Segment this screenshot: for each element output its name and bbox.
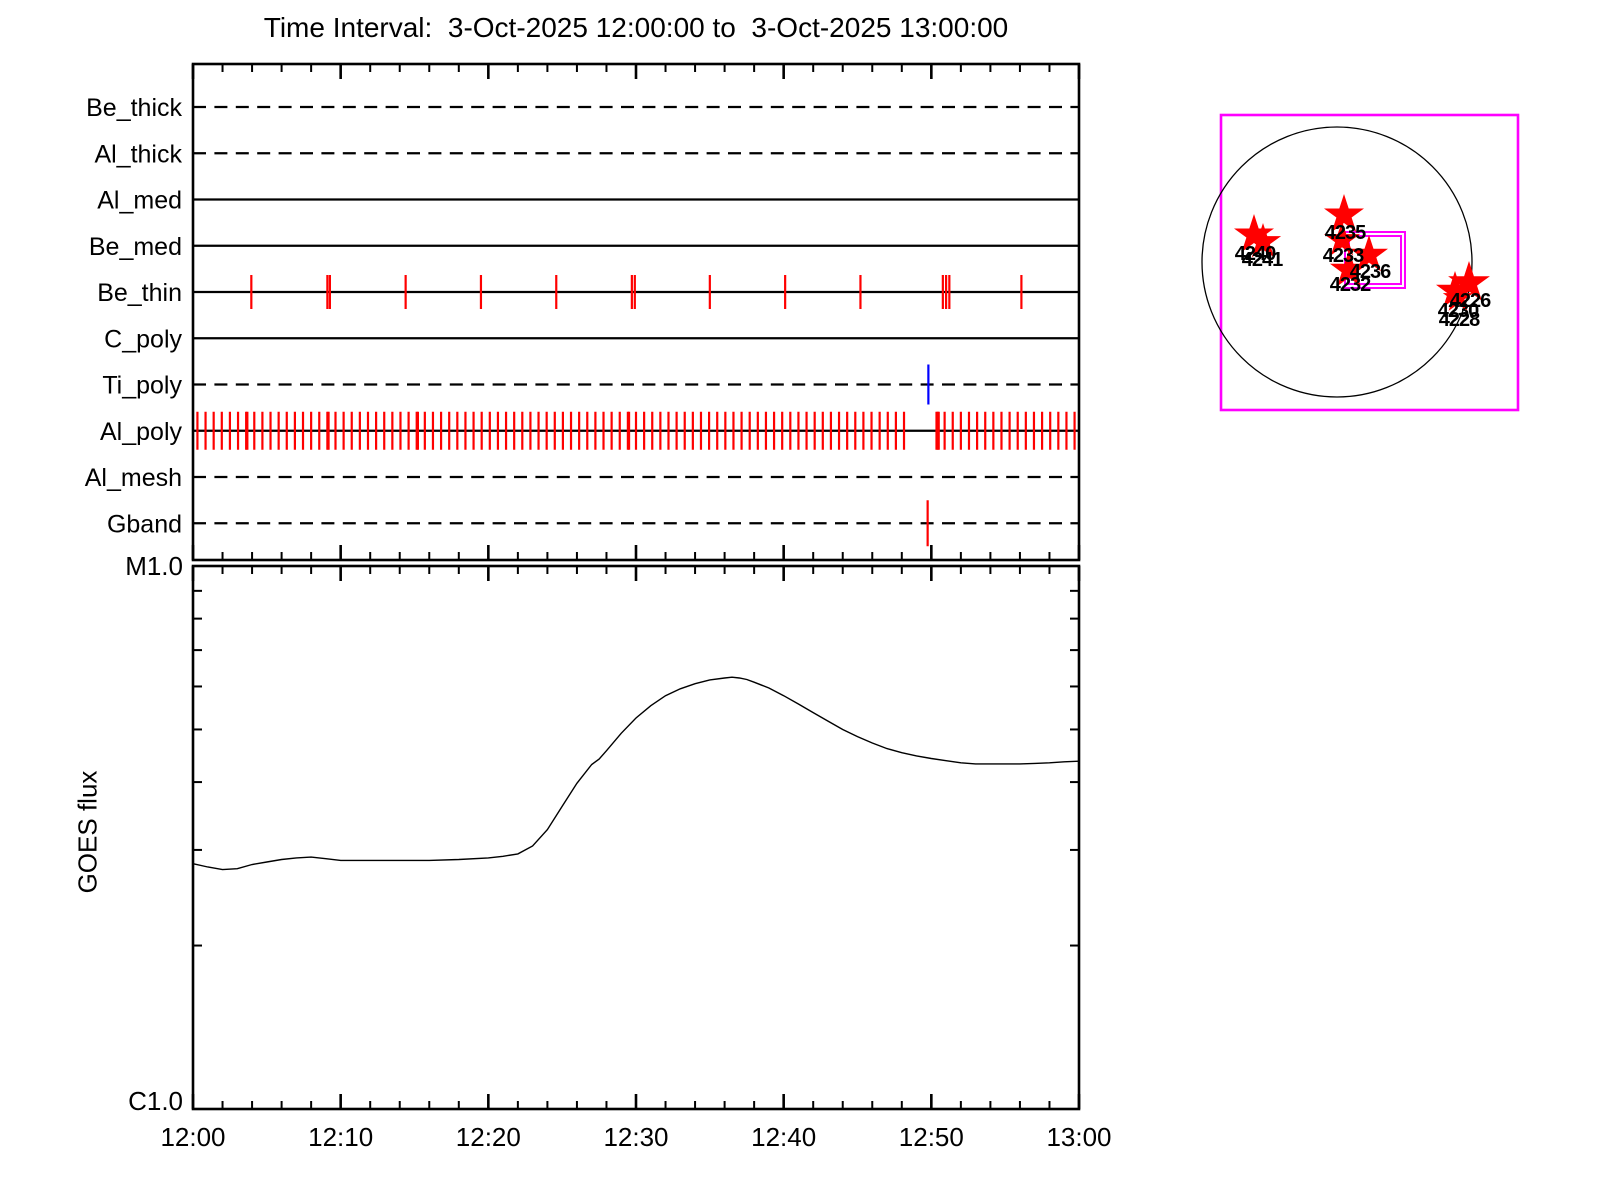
row-label-Al_med: Al_med — [97, 187, 182, 215]
x-tick-label-12:40: 12:40 — [751, 1122, 816, 1152]
active-region-label-4240: 4240 — [1235, 243, 1276, 265]
active-region-star-4230 — [1436, 271, 1474, 308]
row-label-C_poly: C_poly — [104, 325, 182, 353]
row-label-Ti_poly: Ti_poly — [102, 372, 182, 400]
active-region-star-4232 — [1330, 250, 1368, 287]
row-label-Al_mesh: Al_mesh — [85, 464, 182, 492]
active-region-star-4236 — [1350, 235, 1388, 272]
goes-y-bottom-tick-label: C1.0 — [128, 1086, 183, 1116]
row-label-Al_poly: Al_poly — [100, 418, 182, 446]
goes-flux-curve — [192, 676, 1080, 871]
x-tick-label-12:50: 12:50 — [899, 1122, 964, 1152]
active-region-star-4240 — [1234, 214, 1274, 252]
active-region-label-4226: 4226 — [1450, 290, 1491, 312]
x-tick-label-13:00: 13:00 — [1046, 1122, 1111, 1152]
x-tick-label-12:20: 12:20 — [456, 1122, 521, 1152]
active-region-label-4236: 4236 — [1350, 261, 1391, 283]
goes-y-top-tick-label: M1.0 — [125, 551, 183, 581]
active-region-star-4241 — [1244, 223, 1282, 258]
x-tick-label-12:10: 12:10 — [308, 1122, 373, 1152]
active-region-label-4233: 4233 — [1323, 245, 1364, 267]
row-label-Al_thick: Al_thick — [94, 140, 182, 168]
solar-disk-limb — [1201, 126, 1473, 398]
active-region-star-4228 — [1442, 282, 1474, 311]
active-region-label-4232: 4232 — [1330, 274, 1371, 296]
active-region-star-4233 — [1323, 221, 1361, 256]
row-label-Be_thick: Be_thick — [86, 94, 182, 122]
row-label-Be_med: Be_med — [89, 233, 182, 261]
active-region-label-4230: 4230 — [1438, 300, 1479, 322]
active-region-label-4228: 4228 — [1439, 309, 1480, 331]
plot-title: Time Interval: 3-Oct-2025 12:00:00 to 3-… — [263, 12, 1009, 43]
active-region-star-4235 — [1324, 194, 1364, 232]
solar-fov-box — [1219, 113, 1520, 412]
x-tick-label-12:30: 12:30 — [603, 1122, 668, 1152]
row-label-Gband: Gband — [107, 510, 182, 538]
goes-panel-frame — [191, 564, 1081, 1111]
solar-roi-box-0 — [1344, 231, 1406, 289]
active-region-label-4235: 4235 — [1325, 222, 1366, 244]
active-region-label-4241: 4241 — [1242, 249, 1283, 271]
active-region-star-4226 — [1448, 261, 1490, 301]
x-tick-label-12:00: 12:00 — [160, 1122, 225, 1152]
timeline-panel-frame — [191, 62, 1081, 562]
row-label-Be_thin: Be_thin — [97, 279, 182, 307]
